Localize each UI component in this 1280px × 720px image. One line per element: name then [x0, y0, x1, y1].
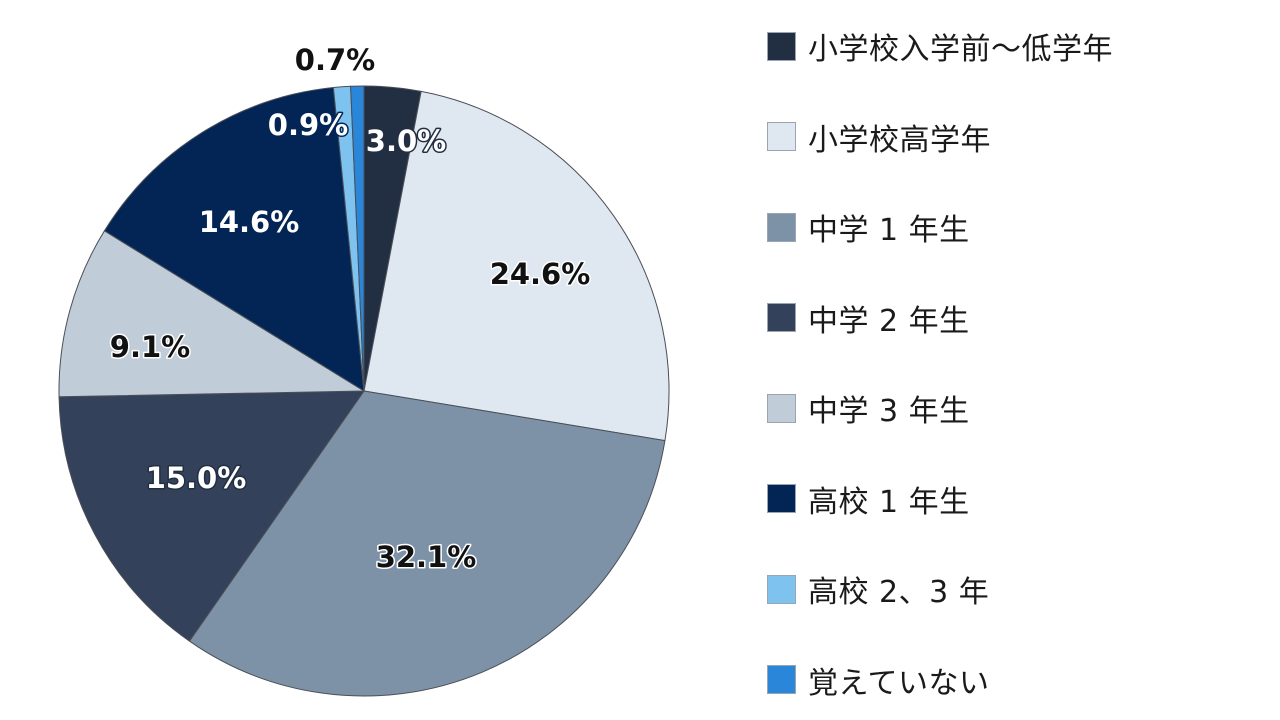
- data-label-3: 32.1%: [376, 540, 477, 574]
- legend-label: 中学 1 年生: [808, 213, 970, 248]
- pie-chart: 3.0% 24.6% 32.1% 15.0% 9.1% 14.6% 0.9% 0.7%: [58, 42, 670, 697]
- legend-swatch: [767, 665, 796, 694]
- legend-swatch: [767, 574, 796, 604]
- legend-label: 高校 1 年生: [808, 484, 970, 520]
- legend: 小学校入学前〜低学年 小学校高学年 中学 1 年生 中学 2 年生 中学 3 年生 高校 …: [767, 26, 1267, 706]
- legend-label: 小学校高学年: [808, 122, 991, 158]
- data-label-6: 14.6%: [199, 205, 300, 239]
- data-label-4: 15.0%: [146, 461, 247, 495]
- legend-swatch: [767, 393, 796, 423]
- legend-label: 覚えていない: [808, 665, 990, 701]
- legend-item: 高校 2、3 年: [767, 569, 1267, 610]
- data-label-2: 24.6%: [490, 257, 591, 291]
- legend-item: 中学 2 年生: [767, 298, 1267, 339]
- legend-label: 中学 3 年生: [808, 394, 970, 429]
- pie-slice-3: [188, 390, 666, 697]
- legend-item: 中学 1 年生: [767, 207, 1267, 248]
- pie-slice-4: [58, 390, 365, 642]
- legend-label: 高校 2、3 年: [808, 575, 990, 610]
- pie-slice-6: [103, 87, 365, 392]
- legend-swatch: [767, 303, 796, 332]
- legend-item: 高校 1 年生: [767, 479, 1267, 520]
- legend-swatch: [767, 122, 796, 151]
- legend-item: 中学 3 年生: [767, 388, 1267, 429]
- pie-slice-5: [58, 230, 365, 398]
- legend-label: 小学校入学前〜低学年: [808, 32, 1113, 67]
- pie-slice-8: [350, 85, 365, 392]
- data-label-1: 3.0%: [366, 124, 446, 158]
- legend-swatch: [767, 31, 796, 61]
- legend-item: 小学校入学前〜低学年: [767, 26, 1267, 67]
- legend-label: 中学 2 年生: [808, 303, 970, 339]
- legend-item: 小学校高学年: [767, 117, 1267, 158]
- pie-slices: [58, 85, 670, 697]
- pie-data-labels: 3.0% 24.6% 32.1% 15.0% 9.1% 14.6% 0.9% 0.7%: [108, 42, 592, 576]
- data-label-8: 0.7%: [295, 43, 375, 77]
- legend-item: 覚えていない: [767, 660, 1267, 701]
- legend-swatch: [767, 212, 796, 242]
- pie-slice-2: [363, 90, 670, 442]
- data-label-5: 9.1%: [110, 330, 190, 364]
- data-label-7: 0.9%: [268, 108, 348, 142]
- legend-swatch: [767, 484, 796, 513]
